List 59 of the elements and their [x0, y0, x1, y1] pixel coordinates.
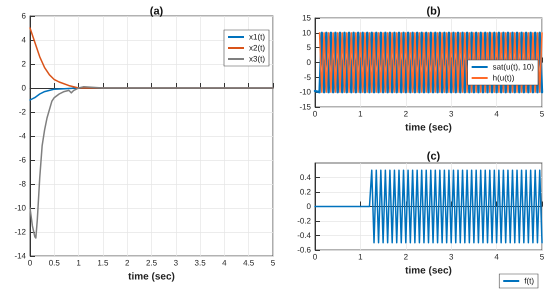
y-tick-label: 0.4: [300, 173, 312, 182]
x-tick-label: 5: [540, 110, 545, 118]
y-tick-label: -15: [299, 102, 312, 112]
y-tick-label: -8: [18, 180, 27, 188]
x-tick-label: 2: [124, 258, 130, 268]
x-tick-label: 4.5: [243, 258, 255, 268]
x-tick-label: 3: [448, 252, 454, 262]
y-tick-label: 0: [306, 58, 312, 67]
x-tick-label: 1: [76, 258, 82, 268]
y-tick-label: 10: [302, 28, 312, 38]
legend-label: h(u(t)): [492, 74, 515, 82]
x-tick-label: 2.5: [146, 258, 158, 268]
x-tick-label: 3: [174, 258, 179, 268]
y-tick-label: -10: [299, 88, 312, 97]
legend-label: x2(t): [249, 44, 266, 52]
y-tick-label: -14: [14, 252, 27, 260]
x-tick-label: 2: [404, 252, 409, 262]
x-tick-label: 2: [404, 110, 409, 118]
y-tick-label: 5: [306, 43, 312, 52]
y-tick-label: 0.2: [300, 188, 312, 196]
legend-label: f(t): [524, 276, 534, 286]
x-tick-label: 3: [448, 110, 454, 118]
y-tick-label: 2: [22, 60, 27, 68]
x-tick-label: 1: [358, 110, 364, 118]
x-tick-label: 4: [494, 252, 500, 262]
x-tick-label: 4: [222, 258, 228, 268]
x-axis-title: time (sec): [405, 122, 452, 134]
chart-title: (a): [150, 6, 164, 18]
x-tick-label: 0.5: [48, 258, 60, 268]
x-tick-label: 5: [540, 252, 545, 262]
y-tick-label: -0.2: [297, 216, 312, 226]
x-tick-label: 4: [494, 110, 500, 118]
x-axis-title: time (sec): [128, 271, 175, 282]
x-tick-label: 1: [358, 252, 364, 262]
x-tick-label: 5: [270, 258, 276, 268]
y-tick-label: 6: [22, 12, 27, 20]
chart-title: (c): [426, 150, 441, 162]
y-tick-label: 4: [22, 36, 27, 44]
y-tick-label: 15: [302, 14, 312, 22]
y-tick-label: -5: [304, 72, 312, 82]
x-tick-label: 0: [312, 252, 318, 262]
y-tick-label: -6: [18, 156, 27, 164]
legend-label: x3(t): [249, 54, 266, 64]
x-tick-label: 1.5: [97, 258, 110, 268]
y-tick-label: -12: [14, 228, 27, 236]
y-tick-label: -4: [18, 132, 27, 140]
y-tick-label: 0: [306, 202, 312, 211]
legend-label: sat(u(t), 10): [492, 62, 534, 72]
x-tick-label: 0: [312, 110, 318, 118]
legend-label: x1(t): [249, 32, 266, 42]
y-tick-label: 0: [22, 84, 27, 92]
chart-title: (b): [426, 6, 441, 18]
x-tick-label: 0: [28, 258, 33, 268]
y-tick-label: -10: [14, 204, 27, 212]
y-tick-label: -0.4: [297, 231, 312, 240]
x-axis-title: time (sec): [405, 265, 452, 276]
y-tick-label: -2: [18, 108, 27, 116]
y-tick-label: -0.6: [297, 246, 312, 254]
x-tick-label: 3.5: [194, 258, 206, 268]
